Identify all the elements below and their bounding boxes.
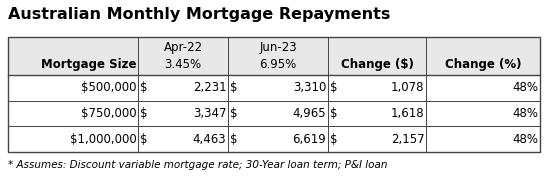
Text: 2,231: 2,231 (193, 81, 226, 94)
Text: 48%: 48% (512, 133, 538, 146)
Text: $: $ (330, 81, 338, 94)
Text: Mortgage Size: Mortgage Size (41, 58, 136, 71)
Text: $: $ (230, 107, 238, 120)
Text: 4,965: 4,965 (293, 107, 327, 120)
Text: $500,000: $500,000 (81, 81, 136, 94)
Text: $: $ (330, 133, 338, 146)
Text: $: $ (140, 107, 148, 120)
Text: Australian Monthly Mortgage Repayments: Australian Monthly Mortgage Repayments (8, 6, 390, 21)
Text: * Assumes: Discount variable mortgage rate; 30-Year loan term; P&I loan: * Assumes: Discount variable mortgage ra… (8, 160, 387, 170)
Text: 3.45%: 3.45% (164, 58, 202, 71)
Text: 48%: 48% (512, 81, 538, 94)
Text: 6.95%: 6.95% (259, 58, 296, 71)
Text: 6,619: 6,619 (293, 133, 327, 146)
Text: 1,078: 1,078 (391, 81, 424, 94)
Text: 3,347: 3,347 (193, 107, 226, 120)
Text: $: $ (140, 133, 148, 146)
Text: 4,463: 4,463 (193, 133, 226, 146)
Text: 3,310: 3,310 (293, 81, 327, 94)
Text: Change ($): Change ($) (340, 58, 413, 71)
Text: 2,157: 2,157 (391, 133, 424, 146)
Text: $: $ (140, 81, 148, 94)
Bar (8, 37, 540, 152)
Text: $: $ (230, 81, 238, 94)
Text: 1,618: 1,618 (391, 107, 424, 120)
Text: $: $ (330, 107, 338, 120)
Text: Apr-22: Apr-22 (163, 41, 203, 54)
Text: $: $ (230, 133, 238, 146)
Text: 48%: 48% (512, 107, 538, 120)
Bar (8, 37, 540, 75)
Text: Jun-23: Jun-23 (259, 41, 297, 54)
Text: $1,000,000: $1,000,000 (70, 133, 136, 146)
Text: Change (%): Change (%) (445, 58, 521, 71)
Text: $750,000: $750,000 (81, 107, 136, 120)
